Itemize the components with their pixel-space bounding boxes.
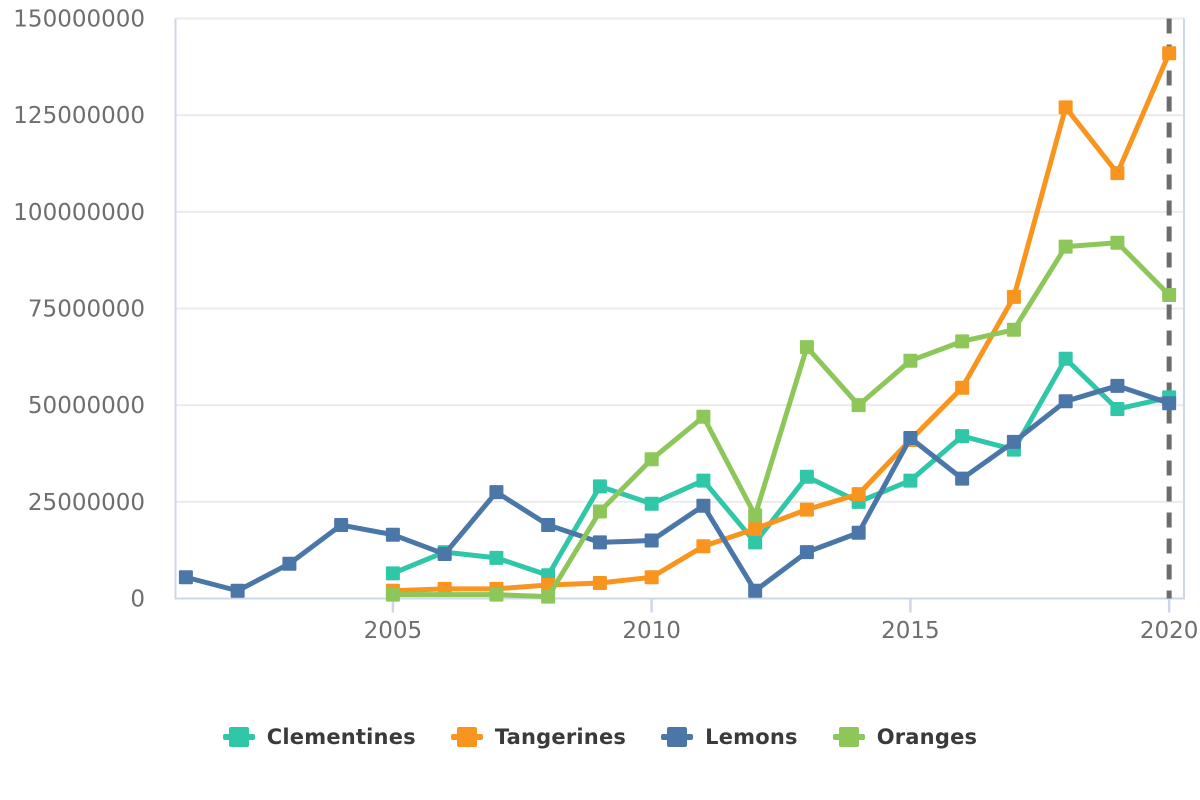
y-axis-tick-label: 0 xyxy=(130,587,145,613)
data-point-oranges xyxy=(1058,239,1073,254)
data-point-lemons xyxy=(282,556,297,571)
data-point-lemons xyxy=(851,525,866,540)
data-point-tangerines xyxy=(592,576,607,591)
data-point-tangerines xyxy=(955,380,970,395)
data-point-oranges xyxy=(851,398,866,413)
data-point-tangerines xyxy=(1162,46,1177,61)
data-point-oranges xyxy=(799,340,814,355)
data-point-tangerines xyxy=(1110,166,1125,181)
data-point-tangerines xyxy=(748,521,763,536)
data-point-lemons xyxy=(1058,394,1073,409)
data-point-clementines xyxy=(799,469,814,484)
data-point-lemons xyxy=(1110,378,1125,393)
data-point-oranges xyxy=(955,334,970,349)
oranges-marker-icon xyxy=(832,727,865,747)
data-point-oranges xyxy=(1110,235,1125,250)
data-point-clementines xyxy=(592,479,607,494)
x-axis-tick-label: 2010 xyxy=(622,618,681,644)
data-point-lemons xyxy=(178,570,193,585)
x-axis-tick-label: 2015 xyxy=(881,618,940,644)
data-point-oranges xyxy=(748,508,763,523)
y-axis-tick-label: 125000000 xyxy=(13,103,145,129)
data-point-oranges xyxy=(644,452,659,467)
tangerines-marker-icon xyxy=(450,727,483,747)
data-point-oranges xyxy=(1006,322,1021,337)
data-point-tangerines xyxy=(1006,289,1021,304)
x-axis-tick-label: 2020 xyxy=(1140,618,1199,644)
series-line-tangerines xyxy=(390,50,1172,594)
data-point-clementines xyxy=(385,566,400,581)
data-point-tangerines xyxy=(696,539,711,554)
line-chart: 0 25000000 50000000 75000000 100000000 125000… xyxy=(0,6,1200,749)
legend: Clementines Tangerines Lemons Oranges xyxy=(0,725,1200,749)
y-axis-tick-label: 50000000 xyxy=(28,393,145,419)
lemons-marker-icon xyxy=(661,727,694,747)
legend-item-clementines[interactable]: Clementines xyxy=(222,725,416,749)
legend-label-clementines: Clementines xyxy=(266,725,416,749)
x-axis-tick-label: 2005 xyxy=(364,618,423,644)
legend-item-lemons[interactable]: Lemons xyxy=(661,725,798,749)
data-point-lemons xyxy=(592,535,607,550)
data-point-lemons xyxy=(437,547,452,562)
y-axis-tick-label: 150000000 xyxy=(13,6,145,32)
series-line-clementines xyxy=(390,356,1172,578)
data-point-clementines xyxy=(748,535,763,550)
data-point-oranges xyxy=(903,353,918,368)
data-point-clementines xyxy=(955,429,970,444)
y-axis-tick-label: 25000000 xyxy=(28,490,145,516)
data-point-lemons xyxy=(1006,434,1021,449)
data-point-oranges xyxy=(696,409,711,424)
data-point-lemons xyxy=(385,527,400,542)
data-point-tangerines xyxy=(644,570,659,585)
data-point-clementines xyxy=(644,496,659,511)
data-point-clementines xyxy=(696,473,711,488)
legend-item-tangerines[interactable]: Tangerines xyxy=(450,725,627,749)
series-line-lemons xyxy=(183,383,1172,594)
data-point-lemons xyxy=(748,583,763,598)
data-point-tangerines xyxy=(799,502,814,517)
data-point-oranges xyxy=(385,587,400,602)
legend-item-oranges[interactable]: Oranges xyxy=(832,725,978,749)
data-point-clementines xyxy=(903,473,918,488)
data-point-lemons xyxy=(541,518,556,533)
data-point-clementines xyxy=(489,550,504,565)
data-point-clementines xyxy=(1058,351,1073,366)
plot-area: 0 25000000 50000000 75000000 100000000 125000… xyxy=(13,6,1199,644)
data-point-lemons xyxy=(799,545,814,560)
data-point-lemons xyxy=(230,583,245,598)
series-line-oranges xyxy=(390,240,1172,600)
legend-label-lemons: Lemons xyxy=(705,725,798,749)
data-point-tangerines xyxy=(851,487,866,502)
data-point-tangerines xyxy=(1058,100,1073,115)
data-point-lemons xyxy=(1162,396,1177,411)
data-point-lemons xyxy=(955,471,970,486)
y-axis-tick-label: 75000000 xyxy=(28,296,145,322)
data-point-lemons xyxy=(903,431,918,446)
clementines-marker-icon xyxy=(222,727,255,747)
y-axis-tick-label: 100000000 xyxy=(13,200,145,226)
data-point-oranges xyxy=(541,589,556,604)
data-point-oranges xyxy=(592,504,607,519)
data-point-oranges xyxy=(489,587,504,602)
data-point-lemons xyxy=(334,518,349,533)
data-point-lemons xyxy=(696,498,711,513)
data-point-clementines xyxy=(1110,402,1125,417)
legend-label-tangerines: Tangerines xyxy=(494,725,627,749)
legend-label-oranges: Oranges xyxy=(876,725,978,749)
data-point-lemons xyxy=(644,533,659,548)
data-point-oranges xyxy=(1162,287,1177,302)
data-point-lemons xyxy=(489,485,504,500)
